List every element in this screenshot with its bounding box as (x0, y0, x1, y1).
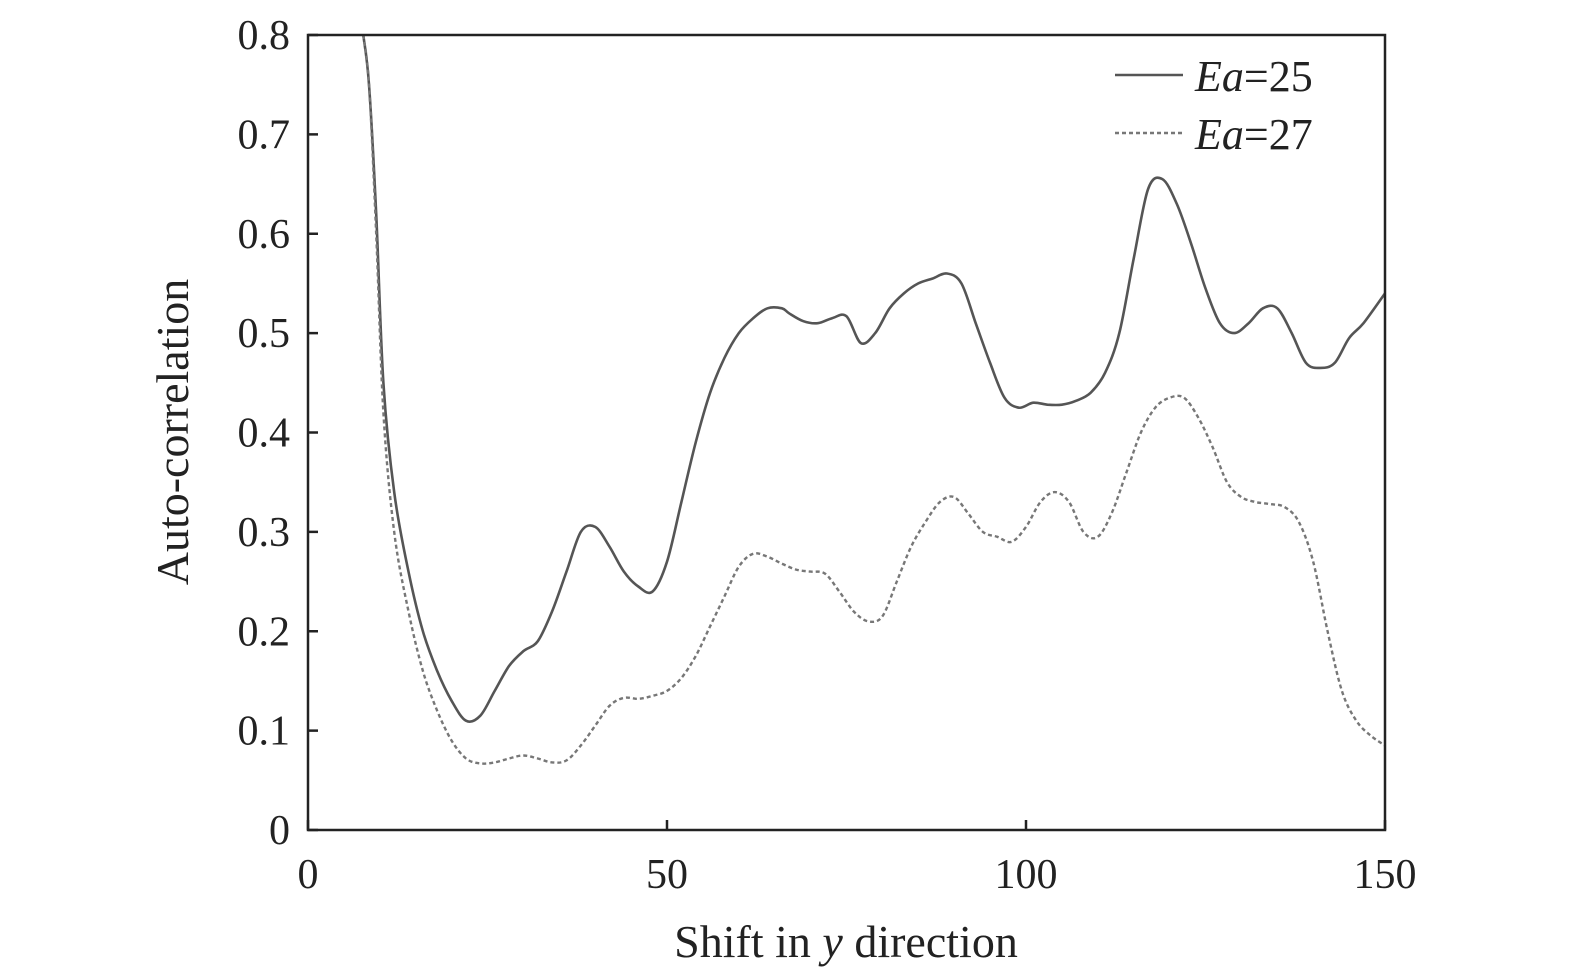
y-tick-label: 0.7 (238, 112, 291, 158)
x-tick-label: 50 (646, 852, 688, 898)
y-tick-label: 0.4 (238, 411, 291, 457)
y-tick-label: 0.3 (238, 510, 291, 556)
y-tick-label: 0.2 (238, 609, 291, 655)
legend-label-1: Ea=25 (1194, 52, 1313, 101)
tick-labels: 0 50 100 150 0 0.1 0.2 0.3 0.4 0.5 0.6 0.7 0.8 (238, 13, 1417, 898)
y-tick-label: 0.1 (238, 709, 291, 755)
y-tick-label: 0 (269, 808, 290, 854)
x-tick-label: 100 (995, 852, 1058, 898)
y-tick-label: 0.6 (238, 212, 291, 258)
y-tick-label: 0.8 (238, 13, 291, 59)
legend-label-2: Ea=27 (1194, 110, 1313, 159)
series-layer (362, 35, 1385, 765)
x-tick-label: 0 (298, 852, 319, 898)
legend: Ea=25 Ea=27 (1115, 52, 1313, 159)
series-line-1 (362, 35, 1385, 723)
y-axis-title: Auto-correlation (147, 279, 198, 586)
y-tick-label: 0.5 (238, 311, 291, 357)
x-axis-title: Shift in y direction (674, 916, 1018, 967)
ticks-layer (306, 33, 1387, 832)
x-tick-label: 150 (1354, 852, 1417, 898)
